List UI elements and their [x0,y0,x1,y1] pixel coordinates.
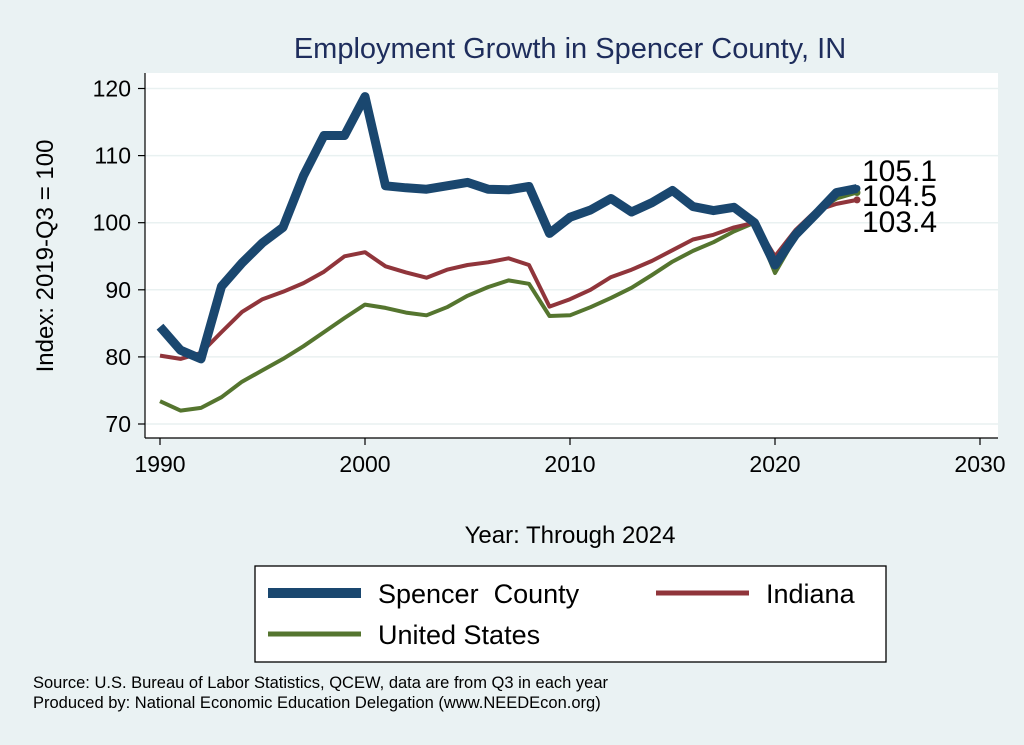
y-axis-label: Index: 2019-Q3 = 100 [32,140,59,373]
x-tick-label-2010: 2010 [544,451,595,477]
x-tick-label-2030: 2030 [954,451,1005,477]
source-note: Source: U.S. Bureau of Labor Statistics,… [33,674,609,692]
y-tick-label-110: 110 [94,143,131,169]
x-tick-label-1990: 1990 [134,451,185,477]
series-line-0 [156,92,858,364]
legend: Spencer County Indiana United States [254,565,887,663]
producer-note: Produced by: National Economic Education… [33,694,601,712]
chart-title: Employment Growth in Spencer County, IN [294,33,846,65]
x-tick-label-2020: 2020 [749,451,800,477]
y-tick-label-70: 70 [105,411,131,437]
y-tick-label-90: 90 [105,277,131,303]
end-label-1: 103.4 [862,206,937,239]
tick-labels: 70 80 90 100 110 120 1990 2000 2010 2020 2030 [93,76,1006,478]
legend-box [254,565,887,663]
y-tick-label-100: 100 [93,210,131,236]
end-label-2: 104.5 [862,180,937,213]
legend-label-2: United States [378,620,540,650]
y-tick-label-120: 120 [93,76,131,102]
series-end-marker-1 [853,196,861,204]
y-tick-label-80: 80 [105,344,131,370]
x-tick-label-2000: 2000 [339,451,390,477]
legend-label-1: Indiana [766,579,856,609]
series-line-1 [159,197,858,361]
series-line-2 [159,190,858,413]
axes [138,73,998,445]
plot-area [145,73,998,438]
end-label-0: 105.1 [862,155,937,188]
x-axis-label: Year: Through 2024 [465,522,676,549]
legend-label-0: Spencer County [378,579,580,609]
series-lines [156,92,861,413]
series-end-marker-0 [853,184,861,192]
